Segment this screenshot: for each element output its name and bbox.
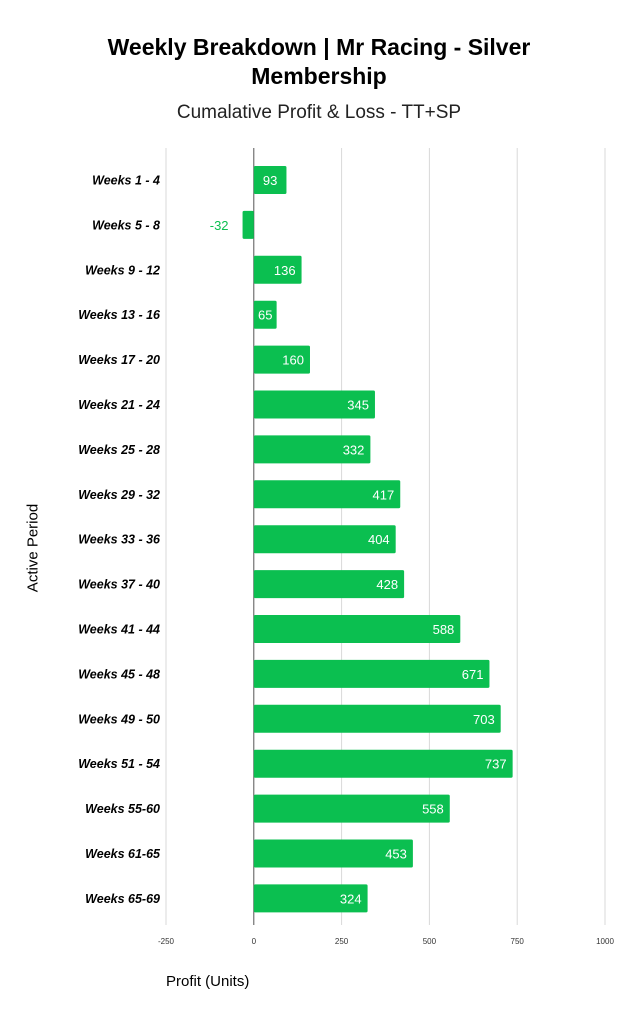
- data-label: 671: [462, 667, 484, 682]
- category-label: Weeks 41 - 44: [78, 623, 160, 637]
- category-label: Weeks 29 - 32: [78, 488, 160, 502]
- category-label: Weeks 45 - 48: [78, 667, 160, 681]
- data-label: 453: [385, 847, 407, 862]
- bar: [253, 749, 513, 778]
- category-label: Weeks 21 - 24: [78, 398, 160, 412]
- data-label: 703: [473, 712, 495, 727]
- bar: [253, 659, 490, 688]
- x-axis-label: Profit (Units): [166, 973, 250, 990]
- data-label: 558: [422, 802, 444, 817]
- bar: [253, 435, 371, 464]
- bar: [253, 166, 287, 194]
- category-label: Weeks 65-69: [85, 892, 160, 906]
- category-label: Weeks 1 - 4: [92, 174, 160, 188]
- category-label: Weeks 49 - 50: [78, 712, 160, 726]
- category-label: Weeks 13 - 16: [78, 308, 161, 322]
- category-label: Weeks 37 - 40: [78, 578, 160, 592]
- bar: [253, 480, 401, 509]
- category-label: Weeks 17 - 20: [78, 353, 160, 367]
- x-tick-label: 1000: [596, 937, 614, 946]
- bar: [253, 794, 450, 823]
- bar: [253, 345, 310, 374]
- data-label: 332: [343, 442, 365, 457]
- chart-title: Weekly Breakdown | Mr Racing - Silver Me…: [0, 33, 638, 91]
- data-label: 345: [347, 398, 369, 413]
- bar: [253, 255, 302, 284]
- data-label: 65: [258, 308, 272, 323]
- bar: [253, 525, 396, 554]
- category-label: Weeks 25 - 28: [78, 443, 160, 457]
- bar: [253, 390, 375, 419]
- data-label: 428: [376, 577, 398, 592]
- data-label: 737: [485, 757, 507, 772]
- bar: [253, 615, 461, 643]
- data-label: 404: [368, 532, 390, 547]
- bar: [253, 839, 413, 868]
- category-label: Weeks 61-65: [85, 847, 161, 861]
- x-tick-label: 250: [335, 937, 349, 946]
- x-tick-label: 0: [252, 937, 257, 946]
- chart-subtitle: Cumalative Profit & Loss - TT+SP: [176, 102, 462, 123]
- category-label: Weeks 33 - 36: [78, 533, 161, 547]
- data-label: 417: [373, 487, 395, 502]
- data-label: 93: [263, 173, 277, 188]
- data-label: 588: [433, 622, 455, 637]
- bar: [253, 884, 368, 913]
- x-tick-label: 500: [423, 937, 437, 946]
- bar: [253, 570, 405, 599]
- category-label: Weeks 5 - 8: [92, 218, 160, 232]
- chart-title-line-2: Membership: [251, 63, 387, 89]
- data-label: -32: [210, 218, 229, 233]
- y-axis-label: Active Period: [24, 503, 42, 593]
- x-tick-label: -250: [158, 937, 175, 946]
- data-label: 136: [274, 263, 296, 278]
- bar: [242, 210, 254, 239]
- data-label: 324: [340, 891, 362, 906]
- category-label: Weeks 9 - 12: [85, 263, 160, 277]
- bar: [253, 704, 501, 733]
- data-label: 160: [282, 353, 304, 368]
- bar: [253, 300, 277, 329]
- category-label: Weeks 51 - 54: [78, 757, 160, 771]
- x-tick-label: 750: [511, 937, 525, 946]
- chart-title-line-1: Weekly Breakdown | Mr Racing - Silver: [107, 34, 531, 60]
- category-label: Weeks 55-60: [85, 802, 160, 816]
